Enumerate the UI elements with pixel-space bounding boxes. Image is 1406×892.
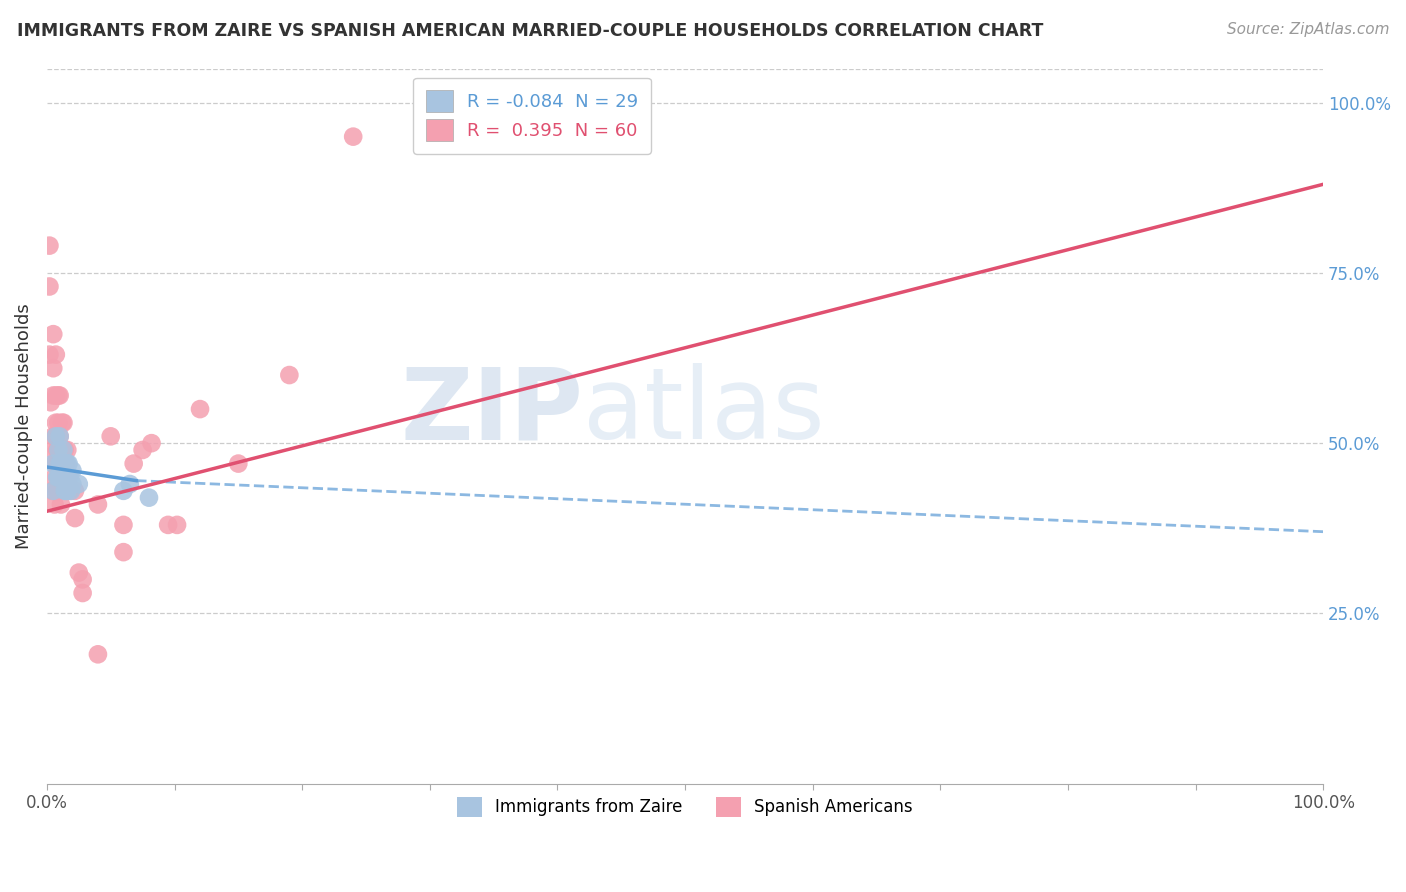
Point [48, 442, 70, 457]
Point [48, 416, 70, 430]
Text: ZIP: ZIP [401, 363, 583, 460]
Point [48, 470, 70, 484]
Point [59, 470, 82, 484]
Point [342, 129, 364, 144]
Point [112, 483, 135, 498]
Point [87, 648, 110, 662]
Point [53, 442, 76, 457]
Point [51, 442, 73, 457]
Point [48, 470, 70, 484]
Point [46, 483, 69, 498]
Point [46, 457, 69, 471]
Point [48, 442, 70, 457]
Point [138, 491, 160, 505]
Point [63, 483, 86, 498]
Point [188, 402, 211, 417]
Point [51, 457, 73, 471]
Point [44, 498, 66, 512]
Point [55, 483, 77, 498]
Point [48, 442, 70, 457]
Point [51, 470, 73, 484]
Point [51, 416, 73, 430]
Point [72, 586, 94, 600]
Point [48, 388, 70, 402]
Point [38, 279, 60, 293]
Point [49, 498, 72, 512]
Point [52, 457, 75, 471]
Point [52, 457, 75, 471]
Text: Source: ZipAtlas.com: Source: ZipAtlas.com [1226, 22, 1389, 37]
Point [157, 517, 180, 532]
Point [55, 457, 77, 471]
Point [44, 470, 66, 484]
Legend: Immigrants from Zaire, Spanish Americans: Immigrants from Zaire, Spanish Americans [449, 789, 921, 825]
Point [42, 429, 65, 443]
Point [45, 388, 67, 402]
Point [56, 470, 79, 484]
Point [45, 348, 67, 362]
Point [48, 457, 70, 471]
Point [45, 429, 67, 443]
Point [60, 483, 83, 498]
Point [53, 470, 76, 484]
Point [48, 470, 70, 484]
Point [38, 238, 60, 252]
Point [42, 327, 65, 342]
Point [42, 442, 65, 457]
Point [48, 388, 70, 402]
Point [278, 368, 301, 382]
Y-axis label: Married-couple Households: Married-couple Households [15, 303, 32, 549]
Point [112, 545, 135, 559]
Point [56, 457, 79, 471]
Point [56, 442, 79, 457]
Text: atlas: atlas [583, 363, 824, 460]
Point [63, 511, 86, 525]
Point [62, 477, 84, 491]
Point [48, 429, 70, 443]
Point [166, 517, 188, 532]
Point [53, 483, 76, 498]
Point [42, 483, 65, 498]
Point [131, 442, 153, 457]
Point [72, 573, 94, 587]
Point [62, 463, 84, 477]
Point [112, 517, 135, 532]
Point [39, 395, 62, 409]
Point [44, 457, 66, 471]
Point [42, 361, 65, 376]
Point [42, 388, 65, 402]
Point [46, 442, 69, 457]
Point [52, 442, 75, 457]
Point [51, 470, 73, 484]
Point [122, 457, 145, 471]
Point [45, 429, 67, 443]
Point [228, 457, 250, 471]
Point [45, 416, 67, 430]
Point [49, 470, 72, 484]
Point [41, 483, 63, 498]
Point [67, 477, 90, 491]
Point [59, 483, 82, 498]
Point [49, 457, 72, 471]
Point [67, 566, 90, 580]
Point [58, 470, 80, 484]
Point [46, 470, 69, 484]
Point [59, 470, 82, 484]
Point [100, 429, 122, 443]
Point [118, 477, 141, 491]
Point [87, 498, 110, 512]
Point [55, 457, 77, 471]
Point [56, 483, 79, 498]
Point [141, 436, 163, 450]
Point [38, 348, 60, 362]
Point [52, 416, 75, 430]
Text: IMMIGRANTS FROM ZAIRE VS SPANISH AMERICAN MARRIED-COUPLE HOUSEHOLDS CORRELATION : IMMIGRANTS FROM ZAIRE VS SPANISH AMERICA… [17, 22, 1043, 40]
Point [58, 457, 80, 471]
Point [42, 457, 65, 471]
Point [48, 429, 70, 443]
